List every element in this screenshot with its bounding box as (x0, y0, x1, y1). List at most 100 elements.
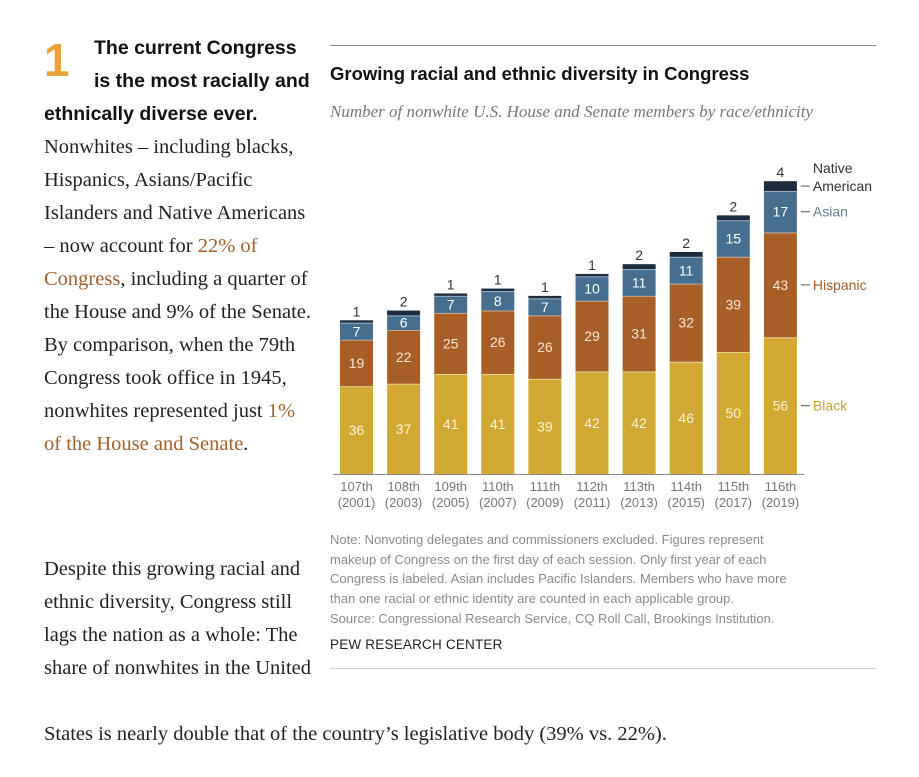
data-label-hispanic: 26 (537, 339, 553, 355)
data-label-native-american: 1 (447, 276, 455, 292)
x-tick-label: 110th (482, 479, 514, 494)
x-tick-label: 111th (530, 479, 561, 494)
data-label-asian: 17 (773, 204, 789, 220)
data-label-hispanic: 31 (631, 326, 647, 342)
data-label-native-american: 4 (777, 164, 785, 180)
bar-segment-black (575, 371, 609, 474)
bar-segment-native-american (716, 215, 750, 221)
bar-segment-hispanic (481, 310, 515, 374)
x-tick-label: 112th (576, 479, 608, 494)
lead-sentence: The current Congress is the most raciall… (44, 37, 310, 125)
x-tick-label: 115th (718, 479, 750, 494)
bar-segment-asian (763, 190, 797, 233)
data-label-hispanic: 25 (443, 335, 459, 351)
legend-label-native-american-line2: American (813, 178, 872, 194)
data-label-black: 41 (490, 416, 506, 432)
bar-segment-black (481, 373, 515, 474)
data-label-black: 36 (349, 422, 365, 438)
chart-title: Growing racial and ethnic diversity in C… (330, 63, 750, 84)
legend-label-asian: Asian (813, 204, 848, 220)
data-label-asian: 11 (632, 274, 647, 290)
data-label-black: 50 (726, 405, 742, 421)
x-tick-label: 116th (765, 479, 797, 494)
list-number: 1 (44, 34, 70, 86)
chart-subtitle: Number of nonwhite U.S. House and Senate… (330, 102, 813, 121)
bar-segment-native-american (575, 273, 609, 277)
data-label-asian: 8 (494, 293, 502, 309)
bar-segment-native-american (387, 310, 421, 316)
data-label-black: 46 (678, 410, 694, 426)
data-label-hispanic: 43 (773, 277, 789, 293)
bar-segment-asian (340, 322, 373, 340)
x-tick-label-year: (2009) (526, 495, 564, 510)
x-tick-label: 107th (340, 479, 373, 494)
data-label-native-american: 1 (353, 303, 361, 319)
data-label-asian: 7 (447, 296, 455, 312)
bar-segment-black (528, 378, 562, 474)
x-tick-label-year: (2017) (715, 495, 753, 510)
bar-segment-hispanic (434, 312, 468, 374)
figure-bottom-rule (330, 668, 876, 669)
x-tick-label: 109th (434, 479, 467, 494)
bar-segment-asian (575, 276, 609, 301)
body-text: Nonwhites – including blacks, Hispanics,… (44, 136, 306, 257)
data-label-native-american: 1 (588, 257, 596, 273)
article-paragraph-1: 1 The current Congress is the most racia… (44, 32, 316, 461)
data-label-asian: 7 (541, 299, 549, 315)
x-tick-label: 113th (623, 479, 655, 494)
note-line: makeup of Congress on the first day of e… (330, 551, 767, 567)
bar-segment-native-american (622, 264, 656, 270)
data-label-native-american: 2 (400, 294, 408, 310)
bar-segment-hispanic (669, 283, 703, 362)
bar-segment-black (716, 352, 750, 474)
data-label-black: 42 (584, 415, 600, 431)
x-tick-label-year: (2001) (338, 495, 376, 510)
link-22-percent-of-congress[interactable]: 22% of Congress (44, 235, 258, 290)
bar-segment-native-american (528, 295, 562, 299)
data-label-hispanic: 29 (584, 328, 600, 344)
bar-segment-native-american (434, 293, 468, 296)
x-tick-label-year: (2015) (667, 495, 705, 510)
x-tick-label-year: (2011) (574, 495, 611, 510)
data-label-asian: 7 (353, 323, 361, 339)
link-1-percent-of-house-and-senate[interactable]: 1% of the House and Senate (44, 400, 296, 455)
bar-segment-asian (434, 295, 468, 313)
data-label-black: 41 (443, 416, 459, 432)
data-label-native-american: 1 (494, 272, 502, 288)
legend-label-native-american: Native (813, 160, 853, 176)
data-label-black: 56 (773, 398, 789, 414)
legend-label-hispanic: Hispanic (813, 277, 867, 293)
bar-segment-black (387, 383, 421, 474)
data-label-native-american: 2 (729, 198, 737, 214)
bar-segment-hispanic (387, 330, 421, 384)
bar-segment-asian (387, 315, 421, 331)
x-tick-label-year: (2007) (479, 495, 517, 510)
x-tick-label-year: (2019) (762, 495, 800, 510)
data-label-native-american: 2 (682, 235, 690, 251)
bar-segment-hispanic (575, 300, 609, 372)
bar-segment-hispanic (622, 295, 656, 372)
data-label-hispanic: 22 (396, 349, 412, 365)
bar-segment-asian (669, 256, 703, 284)
article-paragraph-2-continued: States is nearly double that of the coun… (44, 723, 667, 745)
data-label-hispanic: 39 (726, 296, 742, 312)
data-label-black: 37 (396, 421, 412, 437)
bar-segment-black (622, 371, 656, 474)
source-line: Source: Congressional Research Service, … (330, 610, 775, 626)
data-label-asian: 11 (679, 262, 694, 278)
bar-segment-native-american (340, 320, 373, 323)
note-line: Congress is labeled. Asian includes Paci… (330, 571, 787, 587)
x-tick-label: 114th (670, 479, 702, 494)
figure-top-rule (330, 45, 876, 46)
note-line: than one racial or ethnic identity are c… (330, 591, 734, 607)
data-label-black: 39 (537, 418, 553, 434)
bar-segment-hispanic (763, 232, 797, 338)
bar-segment-asian (481, 291, 515, 311)
bar-segment-native-american (669, 251, 703, 257)
data-label-asian: 15 (726, 231, 742, 247)
bar-segment-hispanic (528, 315, 562, 379)
data-label-black: 42 (631, 415, 647, 431)
x-tick-label: 108th (387, 479, 420, 494)
data-label-asian: 10 (584, 281, 600, 297)
